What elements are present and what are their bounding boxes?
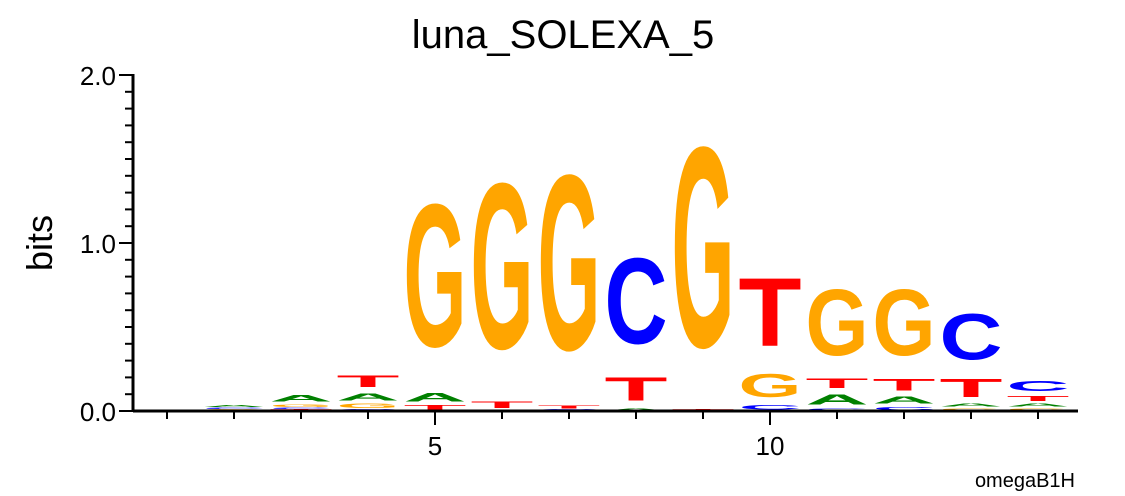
logo-letter-A: A: [270, 393, 333, 403]
logo-letter-C: C: [940, 301, 1003, 374]
logo-letter-C: C: [203, 408, 266, 410]
letters-layer: GCATCGACGATTAGCTGCTGATCTGCGTCATGCATGGATC…: [203, 86, 1070, 411]
x-tick-label: 5: [428, 431, 442, 461]
y-tick-label: 0.0: [80, 397, 116, 427]
chart-title: luna_SOLEXA_5: [412, 13, 714, 57]
logo-letter-C: C: [739, 404, 802, 411]
logo-letter-T: T: [471, 400, 534, 410]
axes: 0.0 1.0 2.0 5 10: [80, 61, 1078, 461]
y-axis-label: bits: [19, 215, 60, 271]
logo-letter-G: G: [337, 403, 400, 410]
logo-letter-T: T: [739, 258, 802, 367]
logo-letter-C: C: [605, 232, 668, 370]
logo-letter-C: C: [806, 408, 869, 411]
logo-letter-T: T: [404, 404, 467, 411]
logo-letter-T: T: [940, 374, 1003, 403]
y-tick-label: 1.0: [80, 229, 116, 259]
logo-letter-G: G: [471, 134, 534, 399]
logo-letter-G: G: [1007, 408, 1070, 411]
logo-letter-G: G: [940, 408, 1003, 411]
logo-letter-C: C: [1007, 377, 1070, 394]
logo-letter-A: A: [337, 391, 400, 403]
logo-letter-T: T: [1007, 394, 1070, 402]
y-tick-label: 2.0: [80, 61, 116, 91]
x-tick-label: 10: [756, 431, 785, 461]
logo-letter-T: T: [538, 404, 601, 409]
logo-letter-T: T: [337, 372, 400, 391]
logo-letter-A: A: [1007, 403, 1070, 408]
logo-letter-T: T: [873, 376, 936, 395]
logo-letter-G: G: [270, 403, 333, 407]
logo-letter-G: G: [873, 269, 936, 375]
logo-letter-G: G: [806, 269, 869, 375]
logo-letter-G: G: [739, 368, 802, 405]
logo-letter-G: G: [404, 162, 467, 389]
logo-letter-A: A: [605, 408, 668, 411]
logo-letter-A: A: [873, 394, 936, 406]
logo-letter-A: A: [203, 405, 266, 408]
logo-letter-G: G: [672, 86, 735, 407]
logo-letter-T: T: [605, 371, 668, 408]
logo-letter-G: G: [538, 123, 601, 403]
logo-letter-T: T: [806, 376, 869, 391]
logo-letter-A: A: [404, 391, 467, 404]
logo-letter-C: C: [873, 406, 936, 411]
footer-label: omegaB1H: [975, 470, 1075, 492]
logo-letter-C: C: [270, 408, 333, 410]
logo-letter-A: A: [806, 391, 869, 408]
logo-letter-A: A: [940, 403, 1003, 408]
